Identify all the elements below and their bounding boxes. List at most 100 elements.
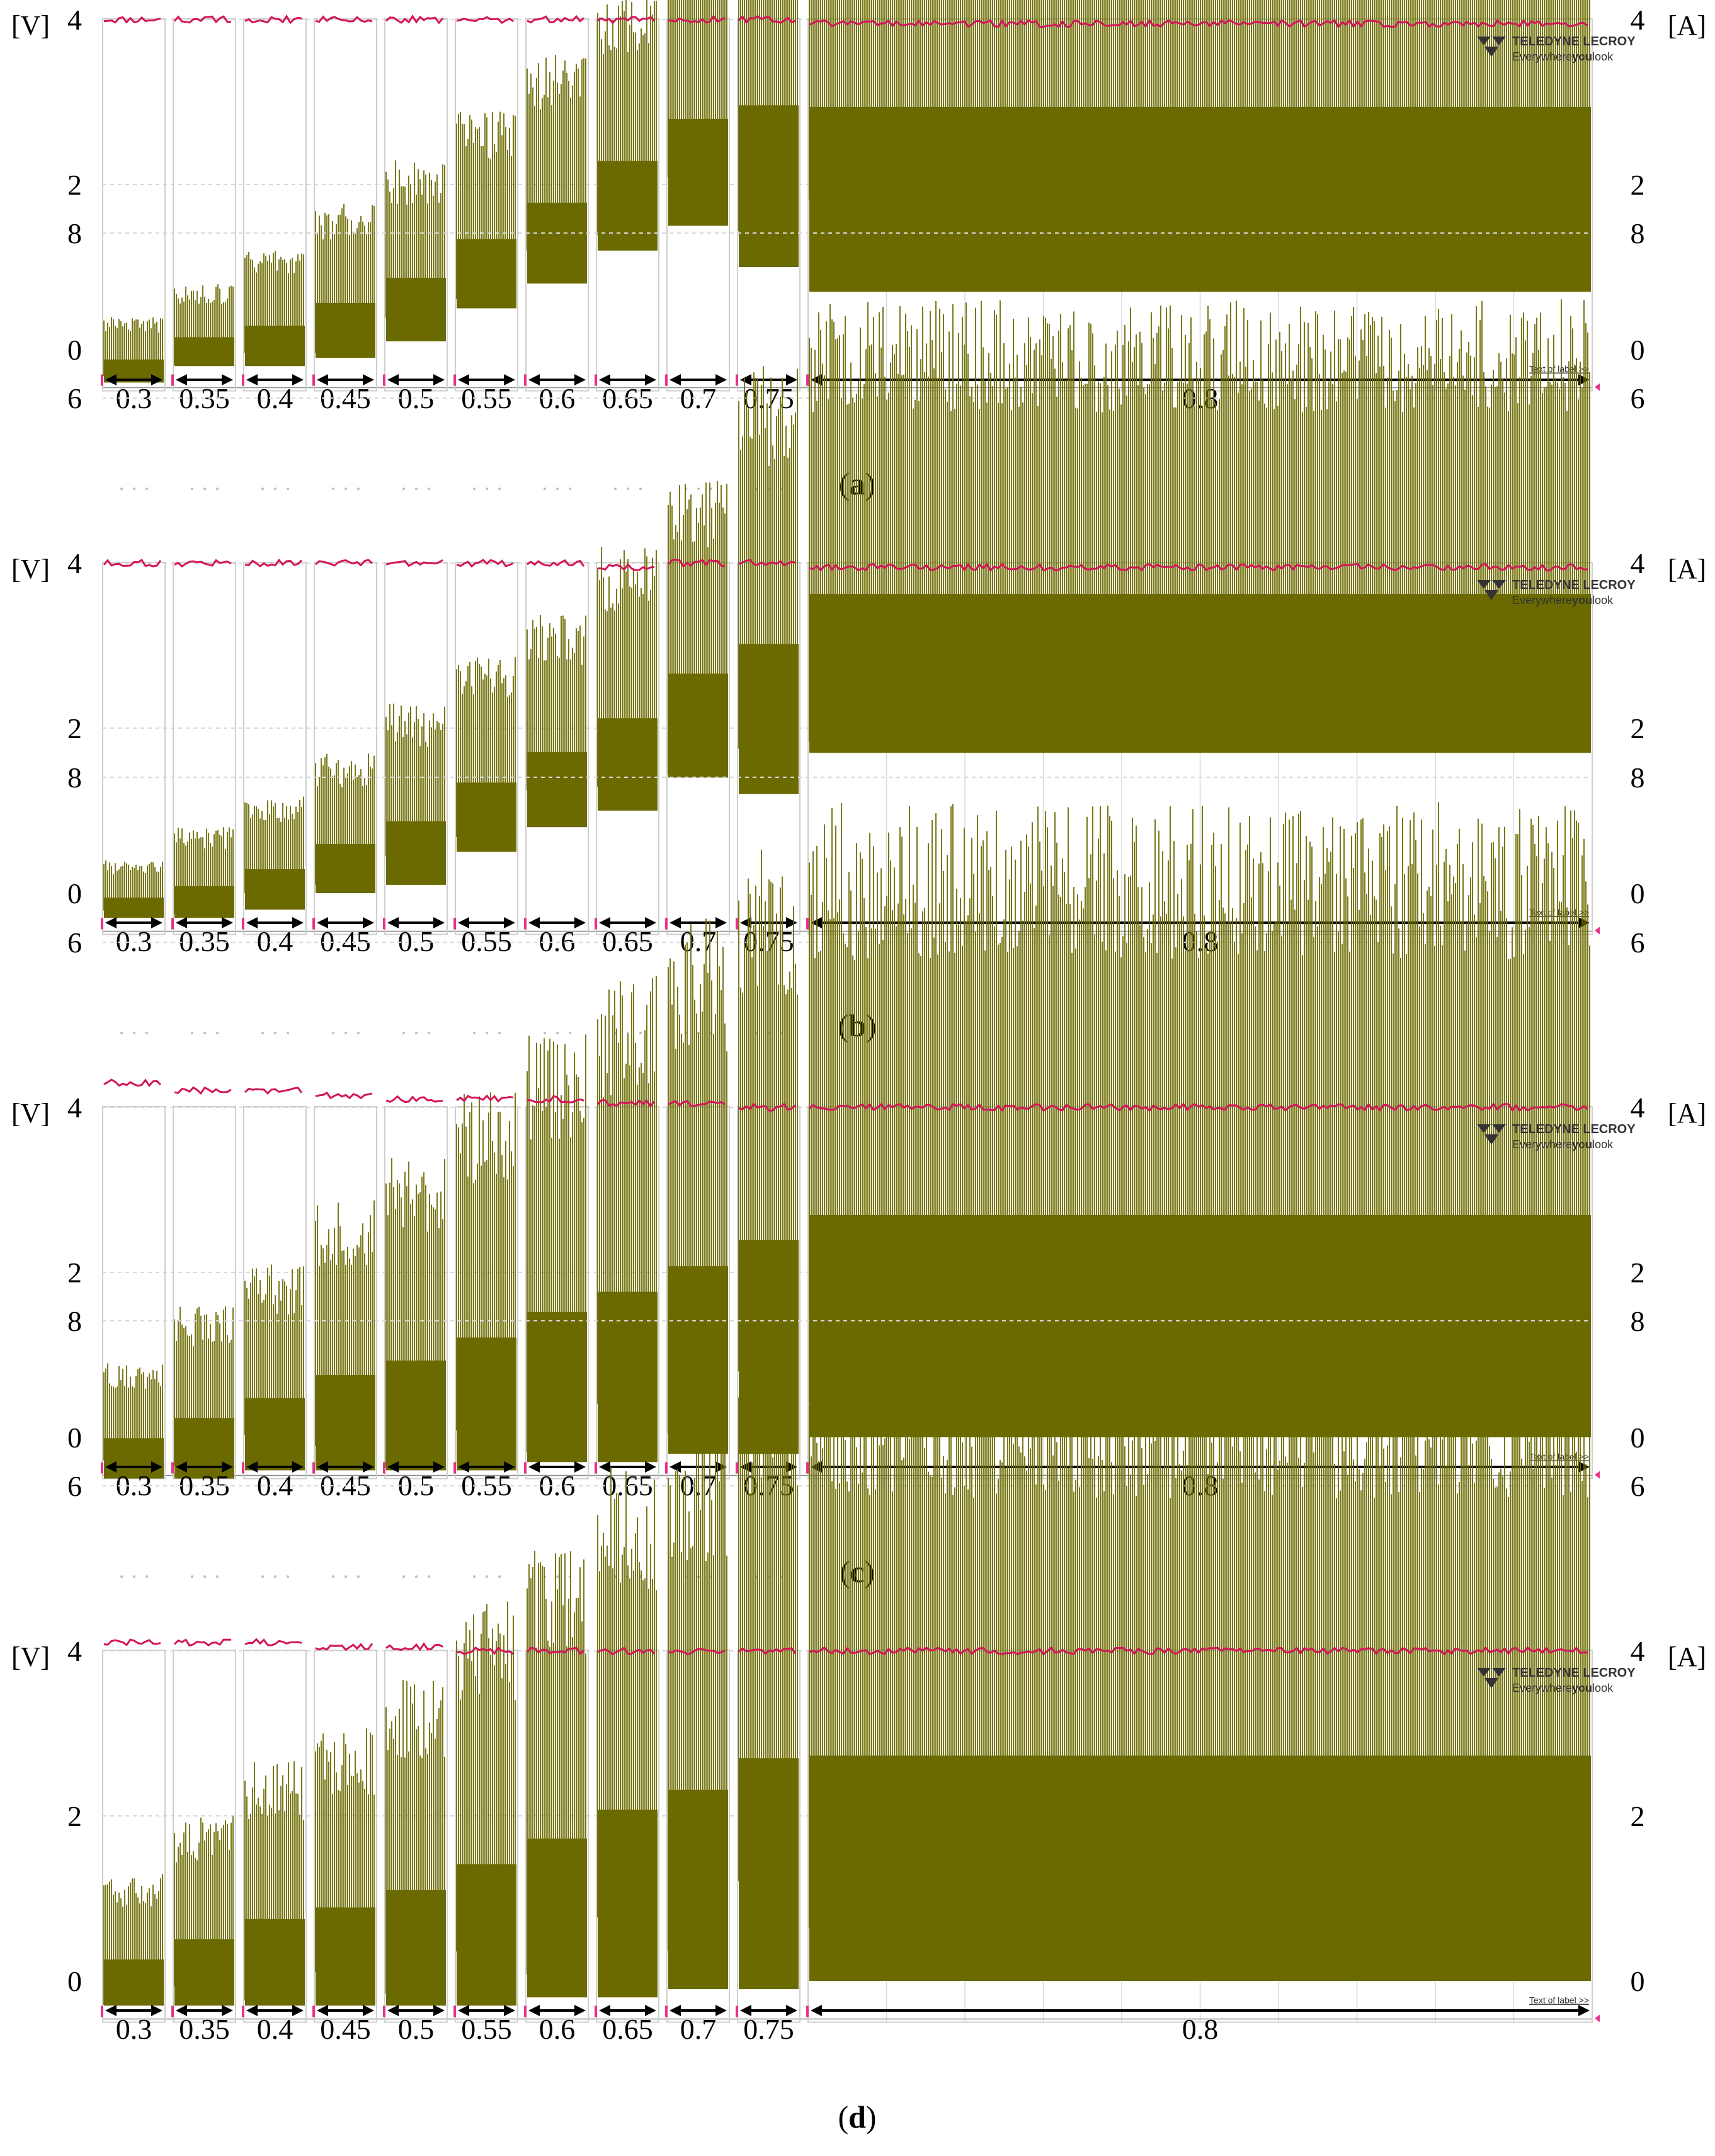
range-arrow-head-right xyxy=(574,1461,586,1473)
segment-0.6: 0.6 xyxy=(524,488,589,957)
range-arrow-head-left xyxy=(811,2005,822,2016)
reference-dot xyxy=(261,1575,264,1578)
right-tick-label: 0 xyxy=(1631,1422,1645,1454)
left-tick-label: 6 xyxy=(67,927,82,959)
current-trace xyxy=(244,1638,302,1646)
channel-marker xyxy=(383,1462,385,1474)
range-arrow-head-right xyxy=(715,917,727,928)
caption-open-paren: ( xyxy=(839,466,850,501)
reference-dot xyxy=(274,1575,276,1578)
voltage-trace xyxy=(456,1092,516,1470)
channel-marker xyxy=(806,918,809,930)
brand-tagline-suffix: look xyxy=(1592,1682,1614,1694)
range-arrow-head-left xyxy=(246,917,258,928)
right-tick-label: 4 xyxy=(1631,1092,1645,1124)
segment-0.7: 0.7 xyxy=(665,481,730,957)
panel-caption: (d) xyxy=(838,2099,876,2135)
current-trace xyxy=(314,559,373,567)
teledyne-lecroy-logo: TELEDYNE LECROY Everywhereyoulook xyxy=(1477,1666,1636,1694)
range-arrow-head-left xyxy=(176,2005,187,2016)
reference-dot xyxy=(697,488,700,491)
range-arrow-head-left xyxy=(669,917,681,928)
current-trace xyxy=(456,559,514,568)
channel-marker xyxy=(595,374,597,386)
voltage-trace xyxy=(456,657,516,852)
range-arrow-head-right xyxy=(786,2005,797,2016)
segment-0.45: 0.45 xyxy=(312,1032,377,1502)
category-label: 0.45 xyxy=(320,2013,371,2045)
channel-marker xyxy=(242,374,244,386)
reference-dot xyxy=(639,488,642,491)
voltage-trace xyxy=(174,284,234,366)
category-label: 0.4 xyxy=(257,925,293,957)
channel-marker xyxy=(595,918,597,930)
segment-frame xyxy=(314,18,377,392)
reference-dot xyxy=(402,488,405,491)
channel-marker xyxy=(736,374,738,386)
current-trace xyxy=(667,559,726,568)
category-label: 0.75 xyxy=(743,2013,794,2045)
range-arrow-head-left xyxy=(528,374,540,385)
current-trace xyxy=(596,1098,656,1108)
teledyne-lecroy-logo: TELEDYNE LECROY Everywhereyoulook xyxy=(1477,35,1636,63)
category-label: 0.65 xyxy=(602,2013,653,2045)
current-trace xyxy=(315,1643,373,1651)
reference-dot xyxy=(145,1032,148,1035)
right-tick-label: 8 xyxy=(1631,761,1645,794)
channel-marker xyxy=(806,1462,809,1474)
current-trace xyxy=(527,559,585,568)
range-arrow-head-left xyxy=(528,2005,540,2016)
voltage-trace xyxy=(668,1422,727,1988)
voltage-trace xyxy=(809,0,1590,292)
segment-0.55: 0.55 xyxy=(453,1032,518,1502)
right-tick-label: 4 xyxy=(1631,4,1645,36)
brand-tagline-accent: you xyxy=(1572,1138,1592,1151)
category-label: 0.6 xyxy=(539,925,576,957)
current-trace xyxy=(103,559,162,568)
brand-tagline-accent: you xyxy=(1572,50,1592,63)
range-arrow-head-left xyxy=(317,2005,328,2016)
channel-marker xyxy=(453,374,456,386)
segment-0.4: 0.4 xyxy=(242,1575,307,2045)
segment-0.35: 0.35 xyxy=(171,1032,236,1502)
range-arrow-head-right xyxy=(222,2005,233,2016)
range-arrow-head-left xyxy=(246,2005,258,2016)
segment-0.35: 0.35 xyxy=(171,488,236,957)
reference-dot xyxy=(345,1032,347,1035)
current-trace xyxy=(668,1100,726,1107)
segment-frame xyxy=(102,18,166,392)
range-arrow-head-left xyxy=(105,917,117,928)
segment-0.3: 0.3 xyxy=(101,16,166,414)
range-arrow-head-left xyxy=(105,2005,117,2016)
voltage-trace xyxy=(244,251,304,367)
range-arrow-head-right xyxy=(574,2005,586,2016)
reference-dot xyxy=(569,488,571,491)
voltage-trace xyxy=(315,1201,375,1471)
channel-marker xyxy=(736,2005,738,2017)
segment-0.55: 0.55 xyxy=(453,16,518,414)
range-arrow-head-left xyxy=(458,374,469,385)
category-label: 0.3 xyxy=(116,2013,152,2045)
range-arrow-head-right xyxy=(151,917,162,928)
range-arrow-head-left xyxy=(599,374,610,385)
range-arrow-head-left xyxy=(669,1461,681,1473)
voltage-trace xyxy=(456,111,516,309)
reference-dot xyxy=(498,488,501,491)
right-axis-unit: [A] xyxy=(1668,554,1706,585)
range-arrow-head-right xyxy=(504,2005,515,2016)
category-label: 0.35 xyxy=(179,2013,230,2045)
reference-dot xyxy=(627,1032,629,1035)
category-label: 0.3 xyxy=(116,925,152,957)
range-arrow-head-left xyxy=(246,374,258,385)
segment-0.45: 0.45 xyxy=(312,1575,377,2045)
segment-0.3: 0.3 xyxy=(101,1575,166,2045)
range-arrow-head-right xyxy=(433,917,445,928)
left-axis-unit: [V] xyxy=(11,1641,50,1672)
range-arrow-head-left xyxy=(458,1461,469,1473)
range-arrow-head-right xyxy=(363,374,374,385)
channel-marker xyxy=(524,374,527,386)
segment-0.8: 0.8 xyxy=(806,1337,1593,2045)
brand-name: TELEDYNE LECROY xyxy=(1512,1666,1636,1680)
range-arrow-head-left xyxy=(387,2005,399,2016)
reference-dot xyxy=(133,1032,135,1035)
